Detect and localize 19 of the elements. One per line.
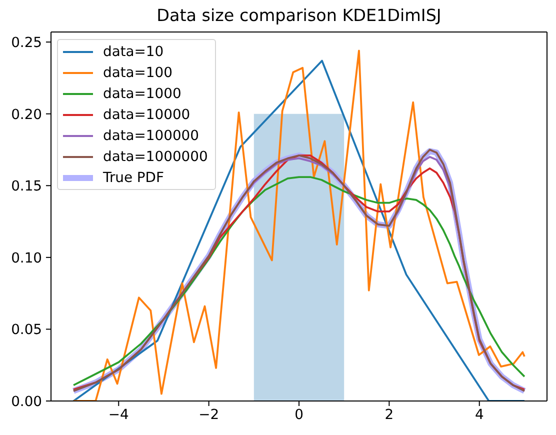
legend-label: data=10000 xyxy=(103,106,190,122)
legend-label: data=10 xyxy=(103,44,164,60)
x-tick-label: 0 xyxy=(294,406,304,423)
y-tick-label: 0.00 xyxy=(11,394,42,410)
legend-label: data=100000 xyxy=(103,128,199,144)
y-tick-label: 0.05 xyxy=(11,322,42,338)
x-tick-label: 4 xyxy=(474,406,484,423)
y-tick-label: 0.10 xyxy=(11,250,42,266)
y-tick-label: 0.20 xyxy=(11,106,42,123)
legend-label: data=100 xyxy=(103,64,172,80)
y-tick-label: 0.25 xyxy=(11,34,42,51)
chart-title: Data size comparison KDE1DimISJ xyxy=(156,5,442,25)
x-tick-label: −2 xyxy=(198,406,220,423)
legend-label: data=1000 xyxy=(103,86,182,102)
legend-label: True PDF xyxy=(103,170,164,186)
y-tick-label: 0.15 xyxy=(11,178,42,195)
x-tick-label: 2 xyxy=(384,406,394,423)
legend-label: data=1000000 xyxy=(103,148,208,164)
x-tick-label: −4 xyxy=(108,406,130,423)
